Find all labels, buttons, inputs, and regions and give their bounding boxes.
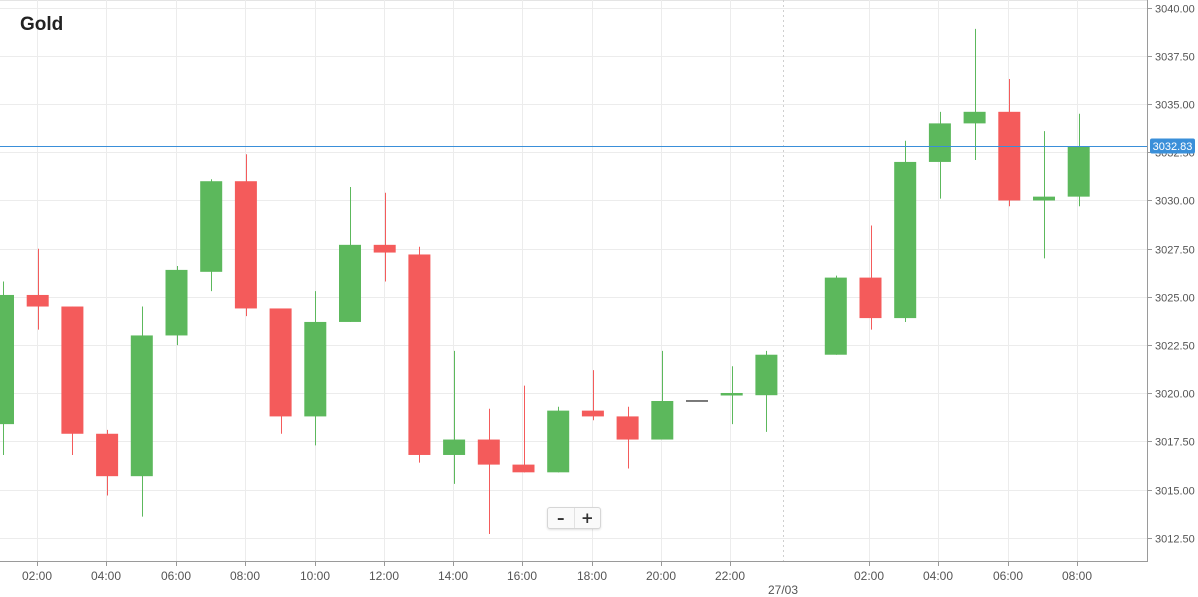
zoom-in-button[interactable]: + — [573, 508, 601, 528]
y-axis-tick-label: 3022.50 — [1155, 341, 1195, 353]
candle-body — [165, 269, 188, 336]
y-axis-tick-label: 3015.00 — [1155, 486, 1195, 498]
candle-body — [443, 439, 466, 455]
x-axis-tick-label: 04:00 — [923, 569, 953, 583]
x-axis-tick-label: 06:00 — [161, 569, 191, 583]
candle-body — [1067, 146, 1090, 197]
candle-body — [269, 308, 292, 417]
candle-body — [512, 464, 535, 473]
zoom-controls: – + — [547, 507, 601, 529]
candle-body — [547, 410, 570, 473]
y-axis-tick-label: 3017.50 — [1155, 437, 1195, 449]
x-axis-tick-label: 12:00 — [369, 569, 399, 583]
candle-body — [304, 321, 327, 417]
candle-body — [96, 433, 119, 477]
candle-body — [477, 439, 500, 465]
x-axis-tick-label: 08:00 — [1062, 569, 1092, 583]
y-axis-tick-label: 3020.00 — [1155, 389, 1195, 401]
candle-body — [200, 181, 223, 272]
candle-body — [928, 123, 951, 162]
date-separator-label: 27/03 — [768, 583, 798, 597]
y-axis-tick-label: 3025.00 — [1155, 293, 1195, 305]
x-axis-tick-label: 20:00 — [646, 569, 676, 583]
candle-body — [963, 111, 986, 124]
candle-body — [61, 306, 84, 434]
chart-title: Gold — [20, 14, 64, 35]
candle-body — [998, 111, 1021, 201]
y-axis-tick-label: 3035.00 — [1155, 100, 1195, 112]
x-axis-tick-label: 18:00 — [577, 569, 607, 583]
x-axis-tick-label: 14:00 — [438, 569, 468, 583]
x-axis-tick-label: 04:00 — [91, 569, 121, 583]
candle-body — [408, 254, 431, 455]
candle-body — [373, 244, 396, 253]
y-axis-tick-label: 3037.50 — [1155, 52, 1195, 64]
candle-body — [339, 244, 361, 322]
candle-body — [651, 400, 674, 440]
candle-body — [26, 294, 49, 307]
candle-body — [894, 161, 917, 319]
x-axis-tick-label: 22:00 — [715, 569, 745, 583]
candle-body — [755, 354, 778, 396]
candle-body — [616, 416, 639, 440]
candle-body — [686, 400, 708, 402]
candle-body — [824, 277, 847, 355]
y-axis-tick-label: 3027.50 — [1155, 245, 1195, 257]
y-axis-tick-label: 3030.00 — [1155, 196, 1195, 208]
x-axis-tick-label: 08:00 — [230, 569, 260, 583]
zoom-out-button[interactable]: – — [557, 508, 565, 527]
x-axis-tick-label: 02:00 — [854, 569, 884, 583]
candle-body — [130, 335, 153, 477]
candle-body — [581, 410, 604, 417]
current-price-label: 3032.83 — [1153, 141, 1193, 153]
candle-body — [0, 294, 14, 425]
y-axis-tick-label: 3040.00 — [1155, 4, 1195, 16]
x-axis-tick-label: 02:00 — [22, 569, 52, 583]
x-axis-tick-label: 10:00 — [300, 569, 330, 583]
candle-body — [234, 181, 257, 309]
candle-body — [1033, 196, 1055, 201]
x-axis-tick-label: 16:00 — [507, 569, 537, 583]
x-axis-tick-label: 06:00 — [993, 569, 1023, 583]
y-axis-tick-label: 3012.50 — [1155, 534, 1195, 546]
candle-body — [720, 392, 743, 396]
current-price-tag — [1150, 138, 1195, 154]
candle-body — [859, 277, 882, 319]
